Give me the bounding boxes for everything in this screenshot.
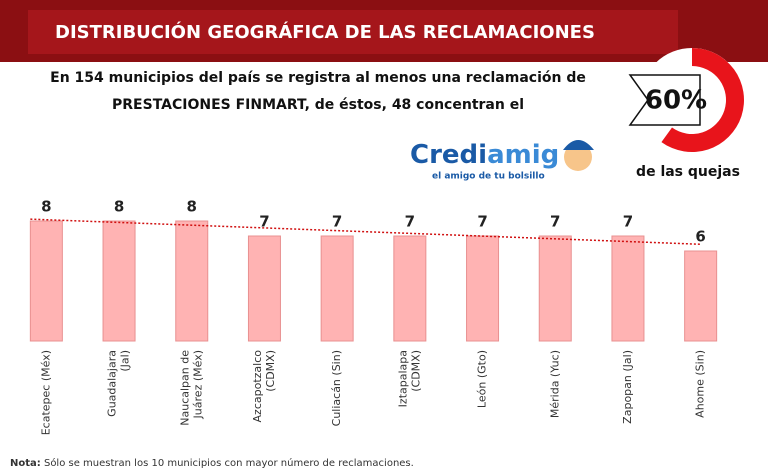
data-label: 7: [623, 213, 633, 231]
x-tick-label: Iztapalapa: [396, 350, 409, 407]
logo-text: amig: [487, 140, 559, 170]
donut-segment: [661, 48, 744, 152]
data-label: 8: [114, 198, 124, 216]
subtitle: PRESTACIONES FINMART, de éstos, 48 conce…: [112, 97, 524, 113]
bar: [29, 220, 63, 342]
highlight-value: 60%: [645, 86, 707, 116]
bar: [102, 220, 136, 342]
bar: [247, 235, 281, 342]
x-tick-label: Juárez (Méx): [191, 350, 204, 419]
callout-arrow: [628, 74, 701, 126]
x-tick-label: Naucalpan de: [178, 350, 191, 426]
x-tick-label: Zapopan (Jal): [621, 350, 634, 424]
x-tick-label: Ecatepec (Méx): [39, 350, 52, 435]
bar: [320, 235, 354, 342]
logo-text: Credi: [410, 140, 487, 170]
logo-tagline: el amigo de tu bolsillo: [432, 172, 545, 182]
data-label: 7: [550, 213, 560, 231]
header-box: [28, 10, 678, 54]
logo: Crediamig: [410, 140, 559, 170]
data-label: 7: [405, 213, 415, 231]
bar: [466, 235, 500, 342]
note-label: Nota:: [10, 458, 41, 469]
donut: 60%: [628, 48, 744, 152]
x-tick-label: Ahome (Sin): [694, 350, 707, 418]
data-label: 8: [41, 198, 51, 216]
note: Nota: Sólo se muestran los 10 municipios…: [10, 457, 414, 469]
x-tick-label: Culiacán (Sin): [330, 350, 343, 426]
x-tick-label: Mérida (Yuc): [548, 350, 561, 418]
x-tick-label: León (Gto): [476, 350, 489, 408]
bar: [684, 250, 718, 342]
data-label: 7: [259, 213, 269, 231]
note-text: Sólo se muestran los 10 municipios con m…: [44, 457, 414, 469]
data-label: 6: [695, 228, 705, 246]
bar: [538, 235, 572, 342]
x-tick-label: Guadalajara: [106, 350, 119, 417]
bar: [175, 220, 209, 342]
data-label: 8: [187, 198, 197, 216]
bar: [393, 235, 427, 342]
chart-title: DISTRIBUCIÓN GEOGRÁFICA DE LAS RECLAMACI…: [55, 21, 595, 43]
x-tick-label: (Jal): [119, 350, 132, 372]
data-label: 7: [477, 213, 487, 231]
bar: [611, 235, 645, 342]
data-label: 7: [332, 213, 342, 231]
x-tick-label: (CDMX): [409, 350, 422, 392]
highlight-caption: de las quejas: [636, 164, 740, 180]
logo-mascot-cap: [563, 140, 594, 150]
subtitle: En 154 municipios del país se registra a…: [50, 70, 586, 86]
x-tick-label: Azcapotzalco: [251, 350, 264, 423]
x-tick-label: (CDMX): [264, 350, 277, 392]
